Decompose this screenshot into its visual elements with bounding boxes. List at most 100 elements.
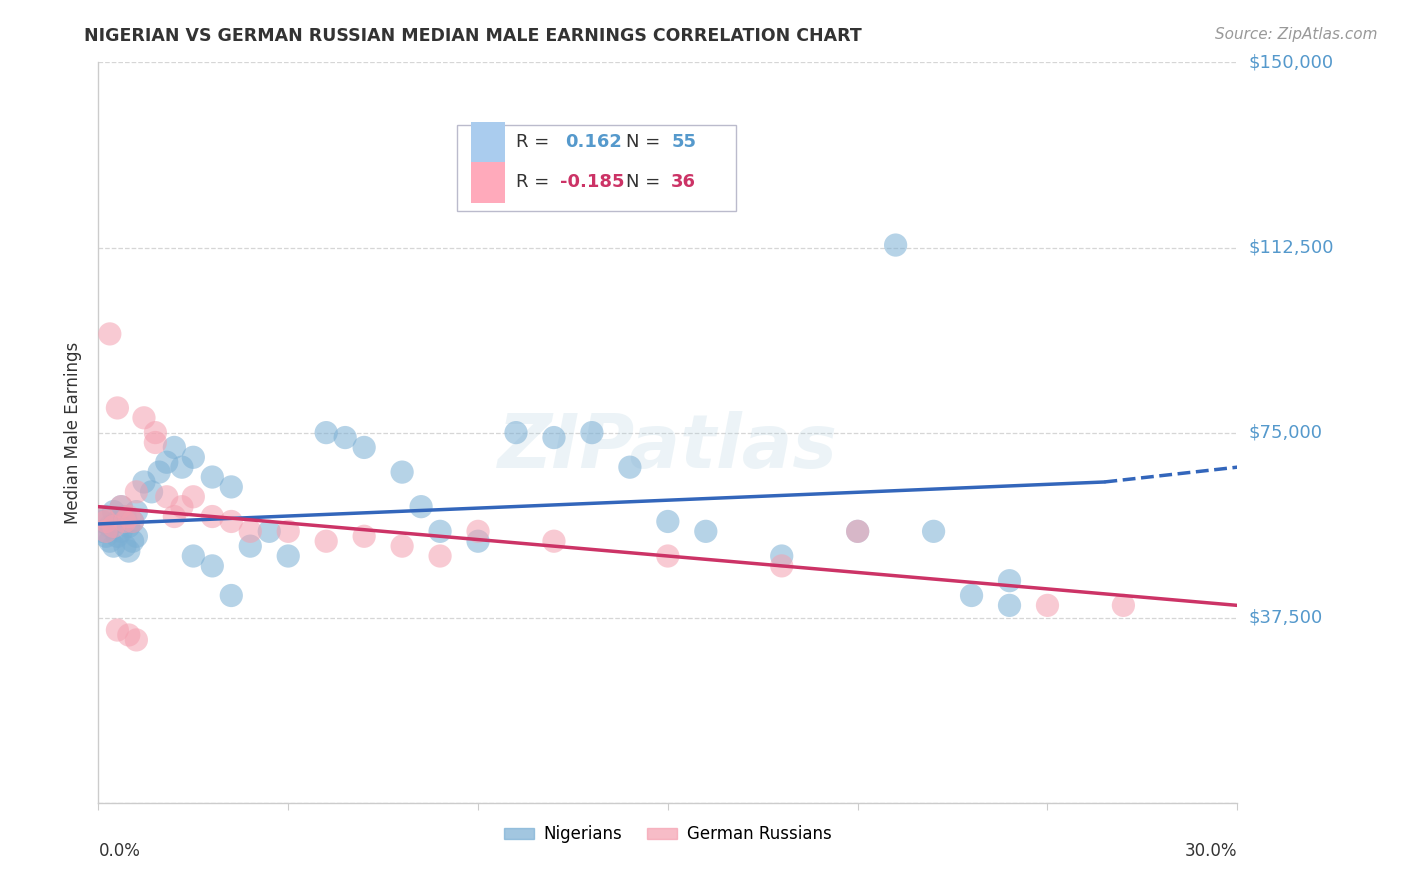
Point (201, 509, 224, 524)
Text: N =: N = (626, 173, 665, 191)
Point (1036, 599, 1059, 613)
Point (107, 623, 129, 637)
Point (259, 524, 281, 539)
Point (239, 524, 262, 539)
Point (846, 524, 869, 539)
Text: N =: N = (626, 133, 665, 151)
Point (163, 441, 186, 455)
Point (114, 539, 136, 553)
Point (619, 460, 641, 475)
Point (121, 515, 143, 529)
Point (411, 500, 433, 514)
Point (315, 534, 337, 549)
Point (103, 539, 125, 553)
Point (156, 455, 179, 469)
Point (132, 410, 155, 425)
Point (846, 524, 869, 539)
Point (145, 435, 167, 450)
Point (335, 431, 357, 445)
Point (960, 589, 983, 603)
Point (91, 524, 114, 539)
Point (125, 632, 148, 647)
Point (118, 628, 141, 642)
Text: NIGERIAN VS GERMAN RUSSIAN MEDIAN MALE EARNINGS CORRELATION CHART: NIGERIAN VS GERMAN RUSSIAN MEDIAN MALE E… (84, 27, 862, 45)
Point (125, 505, 148, 519)
Point (543, 534, 565, 549)
Point (543, 431, 565, 445)
Point (121, 515, 143, 529)
Text: $150,000: $150,000 (1249, 54, 1333, 71)
Point (770, 558, 793, 573)
Point (118, 544, 141, 558)
Point (239, 539, 262, 553)
Text: R =: R = (516, 133, 555, 151)
Point (94, 509, 117, 524)
Point (107, 515, 129, 529)
Point (103, 519, 125, 533)
Point (163, 509, 186, 524)
Text: -0.185: -0.185 (560, 173, 624, 191)
Text: R =: R = (516, 173, 555, 191)
Point (353, 529, 375, 543)
Legend: Nigerians, German Russians: Nigerians, German Russians (496, 819, 839, 850)
Point (581, 425, 603, 440)
Point (125, 484, 148, 499)
Point (277, 524, 299, 539)
Text: 0.162: 0.162 (565, 133, 623, 151)
Point (141, 484, 163, 499)
Point (884, 238, 907, 252)
Text: Source: ZipAtlas.com: Source: ZipAtlas.com (1215, 27, 1378, 42)
Point (998, 599, 1021, 613)
Point (103, 505, 125, 519)
Point (114, 509, 136, 524)
Point (467, 524, 489, 539)
FancyBboxPatch shape (457, 126, 737, 211)
Point (429, 549, 451, 563)
Point (221, 480, 243, 494)
FancyBboxPatch shape (471, 122, 505, 162)
Point (695, 524, 717, 539)
Point (391, 539, 413, 553)
Point (1112, 599, 1135, 613)
Point (110, 500, 132, 514)
Point (657, 549, 679, 563)
Point (110, 524, 132, 539)
Point (353, 441, 375, 455)
Point (148, 465, 170, 479)
Point (221, 515, 243, 529)
Text: $37,500: $37,500 (1249, 608, 1323, 627)
Text: 55: 55 (671, 133, 696, 151)
Point (91, 509, 114, 524)
Point (315, 425, 337, 440)
Text: 0.0%: 0.0% (98, 842, 141, 860)
Point (170, 460, 193, 475)
Point (125, 529, 148, 543)
Point (657, 515, 679, 529)
Point (183, 450, 205, 465)
Point (467, 534, 489, 549)
Point (94, 529, 117, 543)
Point (91, 515, 114, 529)
Point (201, 470, 224, 484)
Point (221, 589, 243, 603)
Point (98, 519, 121, 533)
Point (107, 529, 129, 543)
Point (118, 519, 141, 533)
Text: ZIPatlas: ZIPatlas (498, 411, 838, 484)
Point (998, 574, 1021, 588)
Point (132, 475, 155, 489)
Point (98, 326, 121, 341)
Point (118, 509, 141, 524)
Point (922, 524, 945, 539)
Point (156, 490, 179, 504)
Text: $75,000: $75,000 (1249, 424, 1323, 442)
Point (110, 500, 132, 514)
FancyBboxPatch shape (471, 161, 505, 202)
Point (770, 549, 793, 563)
Text: 36: 36 (671, 173, 696, 191)
Point (183, 549, 205, 563)
Point (505, 425, 527, 440)
Y-axis label: Median Male Earnings: Median Male Earnings (65, 342, 83, 524)
Point (145, 425, 167, 440)
Text: $112,500: $112,500 (1249, 238, 1334, 257)
